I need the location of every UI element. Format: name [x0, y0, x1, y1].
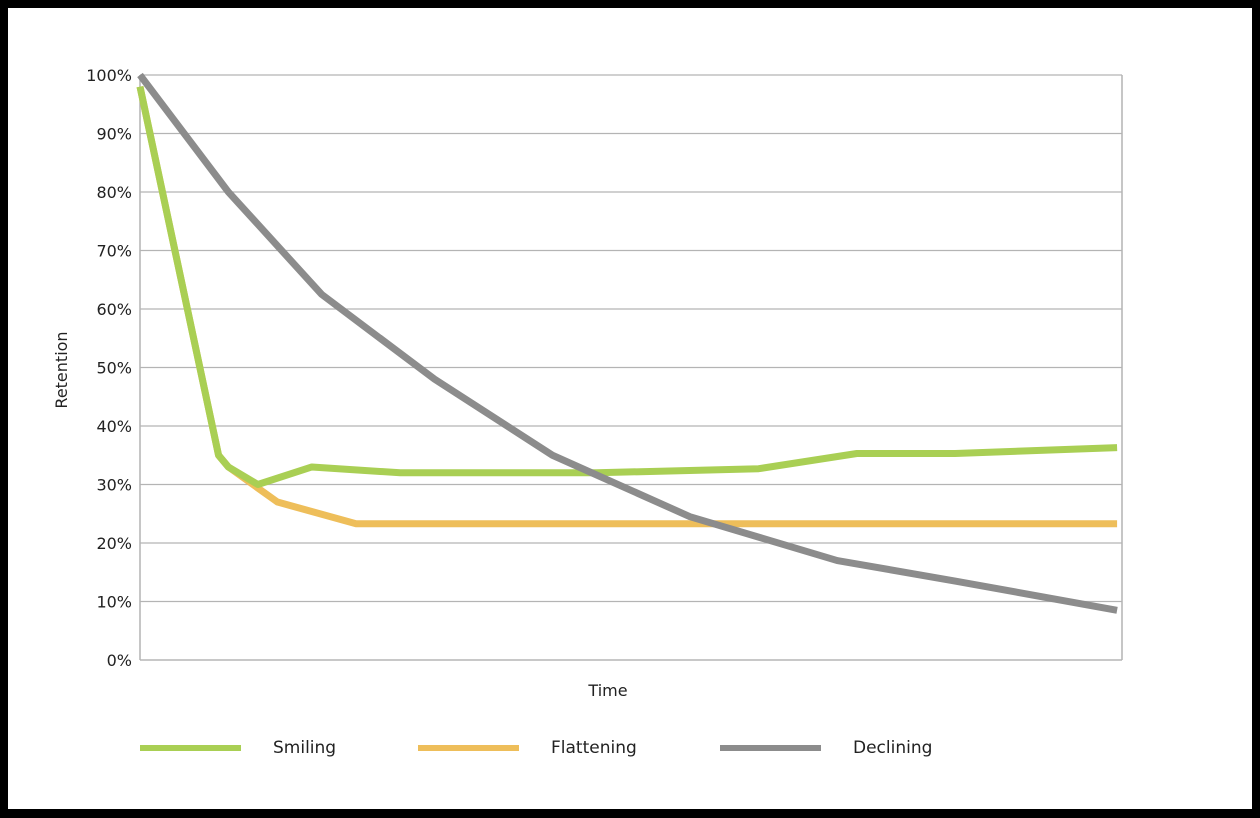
gridlines	[139, 74, 1123, 661]
legend-swatch-flattening	[418, 745, 519, 751]
data-series	[136, 72, 1118, 614]
chart-canvas	[8, 8, 1252, 809]
legend-item-declining: Declining	[720, 738, 932, 758]
y-axis-ticks: 0% 10% 20% 30% 40% 50% 60% 70% 80% 90% 100%	[86, 66, 132, 670]
legend-label-declining: Declining	[853, 738, 933, 758]
y-tick-label: 20%	[96, 534, 132, 553]
y-tick-label: 40%	[96, 417, 132, 436]
legend-item-flattening: Flattening	[418, 738, 637, 758]
series-line-flattening	[136, 85, 1118, 528]
y-tick-label: 70%	[96, 242, 132, 261]
y-tick-label: 90%	[96, 125, 132, 144]
x-axis-label: Time	[587, 681, 627, 700]
legend-swatch-declining	[720, 745, 821, 751]
series-line-declining	[137, 72, 1118, 614]
y-tick-label: 30%	[96, 476, 132, 495]
y-tick-label: 60%	[96, 300, 132, 319]
legend-item-smiling: Smiling	[140, 738, 336, 758]
legend-label-flattening: Flattening	[551, 738, 637, 758]
series-line-smiling	[136, 85, 1118, 488]
y-axis-label: Retention	[52, 331, 71, 408]
legend-swatch-smiling	[140, 745, 241, 751]
y-tick-label: 50%	[96, 359, 132, 378]
y-tick-label: 80%	[96, 183, 132, 202]
legend-label-smiling: Smiling	[273, 738, 337, 758]
y-tick-label: 100%	[86, 66, 132, 85]
y-tick-label: 0%	[107, 651, 132, 670]
y-tick-label: 10%	[96, 593, 132, 612]
